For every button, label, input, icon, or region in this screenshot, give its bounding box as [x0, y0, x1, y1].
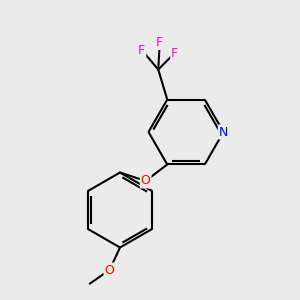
Text: F: F [171, 46, 178, 59]
Text: O: O [141, 175, 151, 188]
Text: O: O [105, 263, 114, 277]
Text: F: F [156, 36, 163, 49]
Text: F: F [138, 44, 145, 56]
Text: N: N [219, 125, 228, 139]
